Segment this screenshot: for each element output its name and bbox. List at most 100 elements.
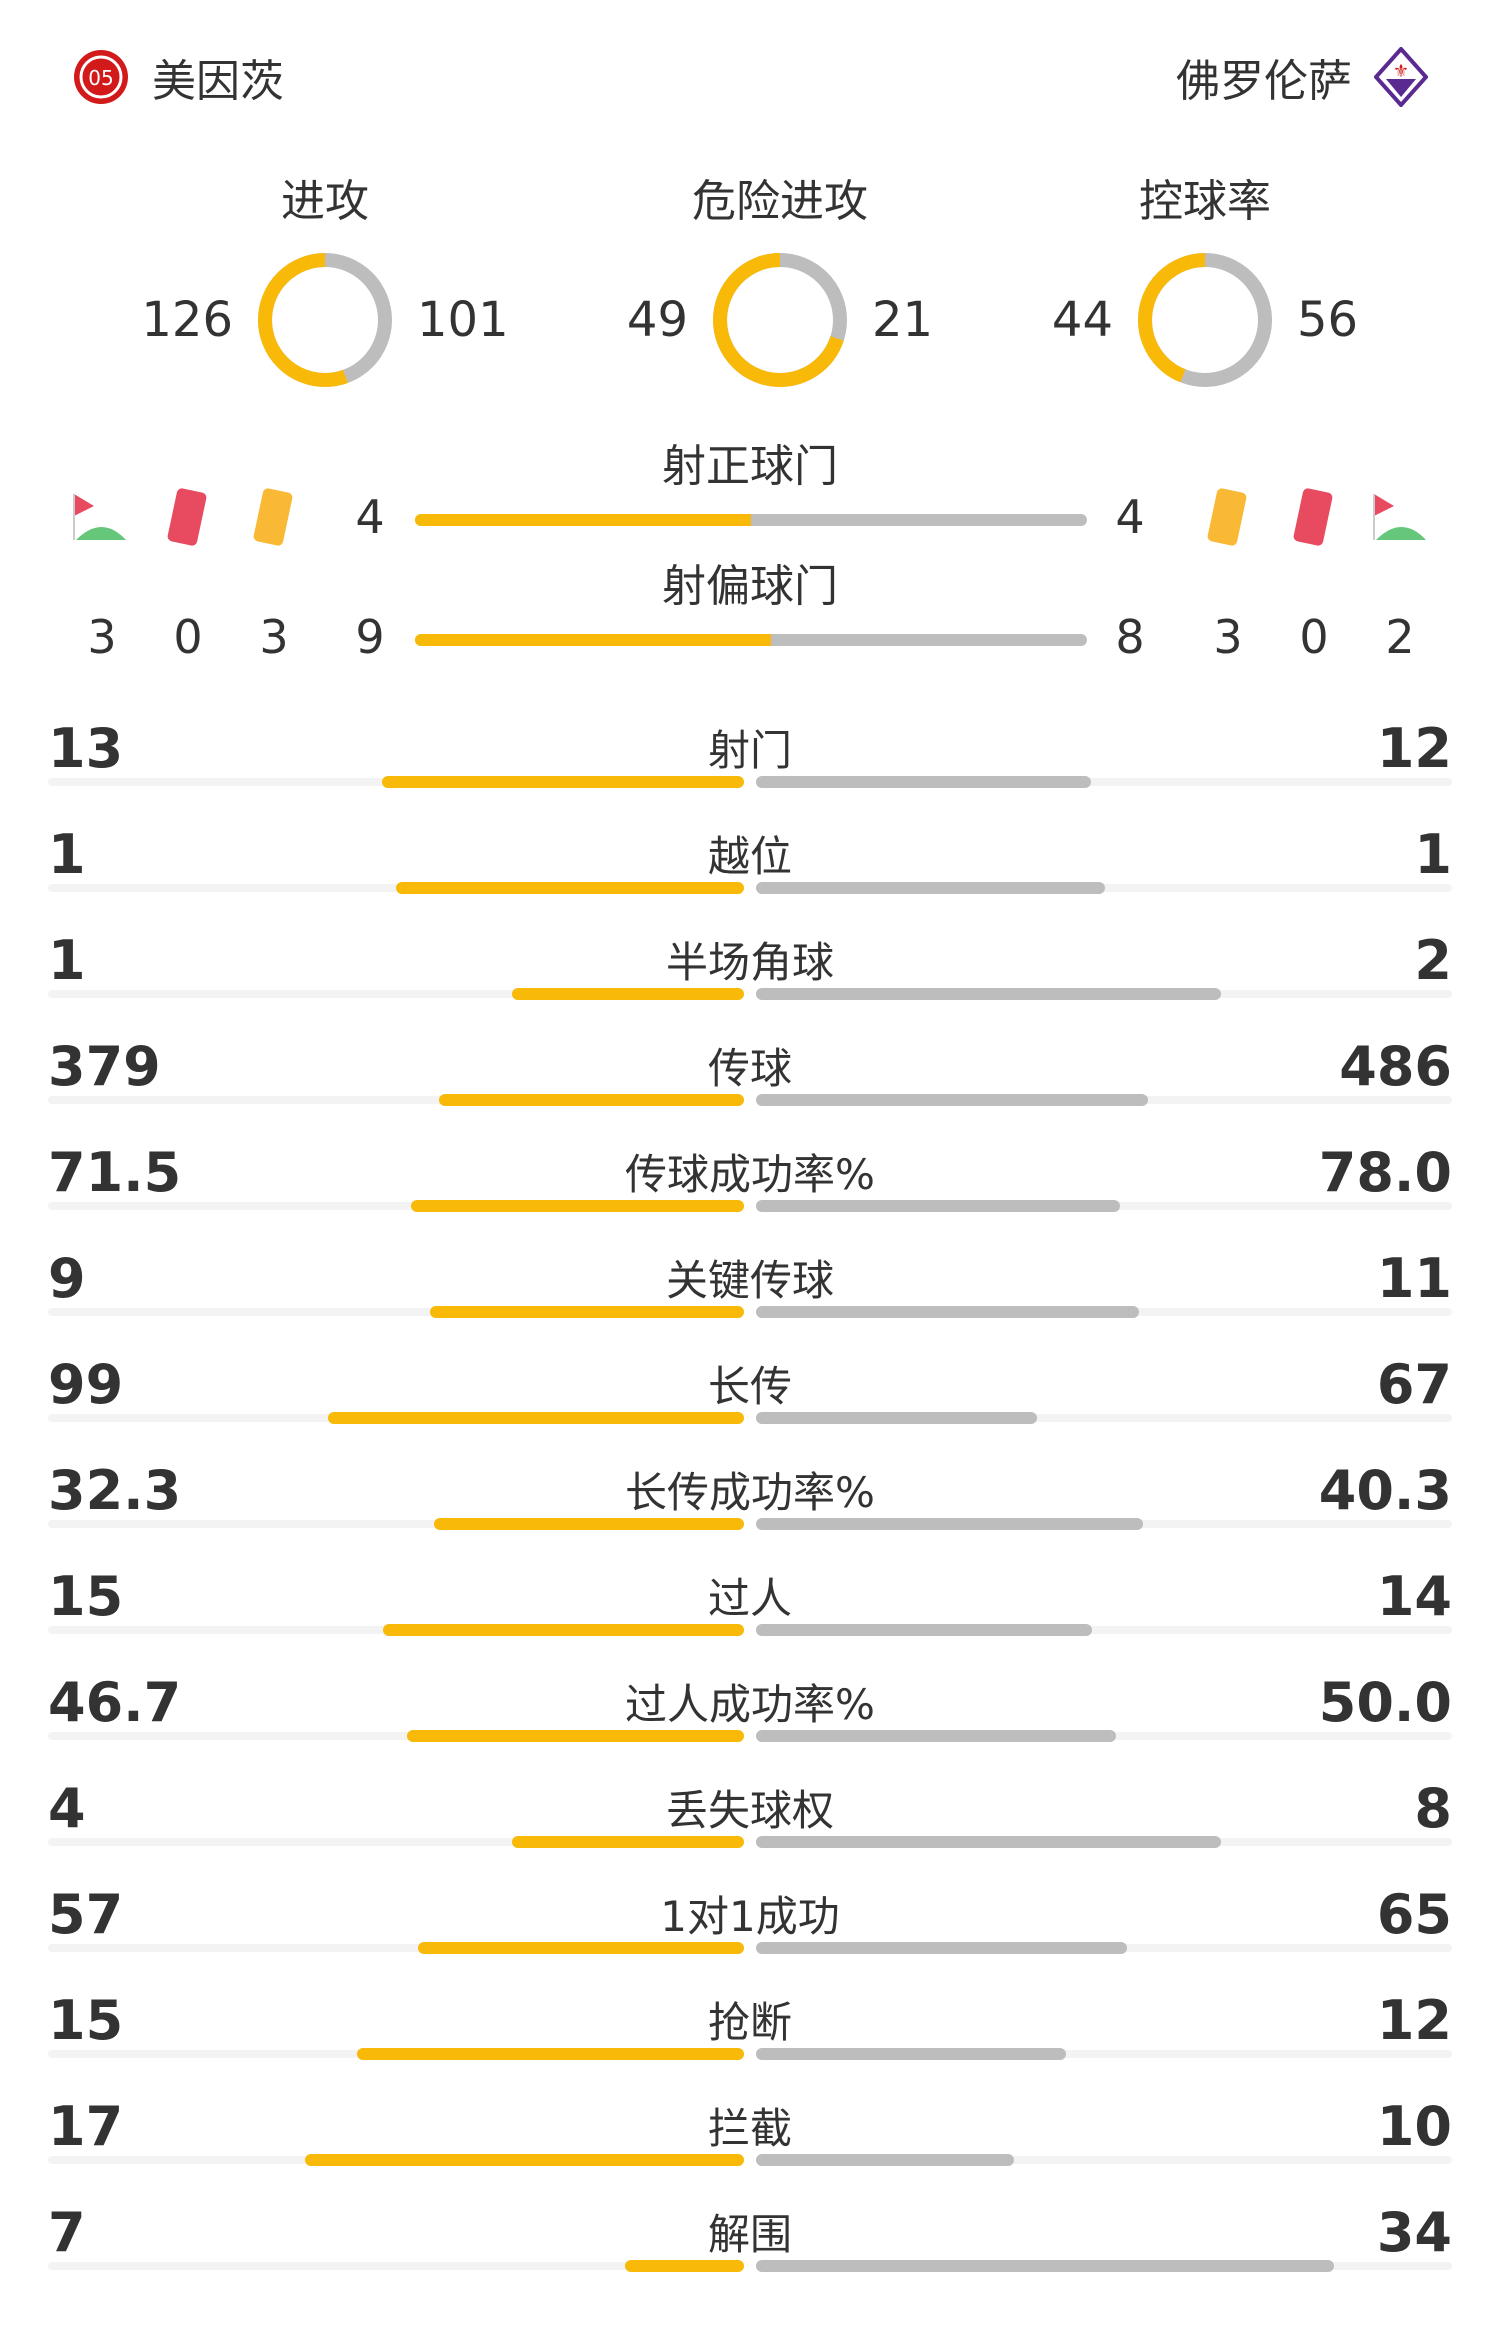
stat-name: 传球 — [707, 1044, 792, 1093]
stat-row: 1 半场角球 2 — [48, 924, 1452, 1030]
donut-2: 控球率 44 56 — [955, 165, 1455, 390]
home-value: 71.5 — [48, 1141, 182, 1204]
stat-name: 丢失球权 — [665, 1786, 834, 1835]
home-bar — [430, 1306, 744, 1318]
stat-name: 长传成功率% — [625, 1468, 875, 1517]
donut-title: 进攻 — [281, 176, 369, 227]
away-value: 2 — [1414, 929, 1452, 992]
stat-name: 越位 — [707, 832, 792, 881]
stat-row: 9 关键传球 11 — [48, 1242, 1452, 1348]
away-bar-track — [756, 1414, 1452, 1422]
stat-row: 15 过人 14 — [48, 1560, 1452, 1666]
home-team[interactable]: 05 美因茨 — [72, 45, 284, 109]
home-bar-track — [48, 1944, 744, 1952]
stat-row: 71.5 传球成功率% 78.0 — [48, 1136, 1452, 1242]
stat-name: 1对1成功 — [660, 1892, 840, 1941]
away-bar — [756, 1624, 1093, 1636]
away-bar — [756, 988, 1221, 1000]
away-team[interactable]: 佛罗伦萨 ⚜ — [1176, 45, 1428, 109]
home-bar — [625, 2260, 744, 2272]
away-bar — [756, 1730, 1117, 1742]
away-bar — [756, 1306, 1140, 1318]
shots-on-target-home-fill — [415, 514, 751, 526]
away-bar — [756, 882, 1105, 894]
corner-flag-icon — [73, 494, 126, 540]
stat-name: 传球成功率% — [625, 1150, 875, 1199]
away-bar-track — [756, 2050, 1452, 2058]
away-bar — [756, 1094, 1148, 1106]
away-value: 8 — [1414, 1777, 1452, 1840]
fiorentina-logo-icon: ⚜ — [1374, 47, 1428, 107]
home-bar-track — [48, 990, 744, 998]
away-yellow-cards: 3 — [1213, 610, 1243, 664]
home-red-cards: 0 — [173, 610, 203, 664]
home-bar — [407, 1730, 744, 1742]
stat-name: 解围 — [707, 2210, 792, 2259]
home-bar — [418, 1942, 744, 1954]
donut-away-value: 21 — [872, 292, 934, 348]
away-bar — [756, 1942, 1128, 1954]
donut-title: 危险进攻 — [692, 176, 868, 227]
home-bar — [328, 1412, 744, 1424]
away-bar — [756, 2154, 1015, 2166]
away-value: 50.0 — [1318, 1671, 1452, 1734]
away-bar — [756, 776, 1091, 788]
stat-row: 1 越位 1 — [48, 818, 1452, 924]
stat-row: 17 拦截 10 — [48, 2090, 1452, 2196]
stat-name: 过人成功率% — [625, 1680, 875, 1729]
yellow-card-icon — [253, 488, 293, 546]
stat-row: 379 传球 486 — [48, 1030, 1452, 1136]
home-value: 15 — [48, 1989, 124, 2052]
stat-name: 过人 — [707, 1574, 792, 1623]
away-red-cards: 0 — [1299, 610, 1329, 664]
donut-chart — [258, 253, 392, 387]
home-bar — [433, 1518, 744, 1530]
stat-row: 7 解围 34 — [48, 2196, 1452, 2302]
stat-name: 半场角球 — [665, 938, 834, 987]
home-bar — [410, 1200, 744, 1212]
donut-title: 控球率 — [1139, 176, 1271, 227]
stat-row: 46.7 过人成功率% 50.0 — [48, 1666, 1452, 1772]
away-bar — [756, 2048, 1066, 2060]
donut-home-arc — [1138, 253, 1272, 387]
shots-on-target-bar — [415, 514, 1087, 526]
away-value: 34 — [1376, 2201, 1452, 2264]
home-bar-track — [48, 1308, 744, 1316]
home-value: 46.7 — [48, 1671, 182, 1734]
away-value: 14 — [1376, 1565, 1452, 1628]
donut-home-arc — [713, 253, 847, 387]
stat-row: 57 1对1成功 65 — [48, 1878, 1452, 1984]
home-bar — [356, 2048, 744, 2060]
stat-name: 抢断 — [707, 1998, 792, 2047]
away-shots-off-target: 8 — [1115, 610, 1145, 664]
away-value: 65 — [1376, 1883, 1452, 1946]
donut-chart — [713, 253, 847, 387]
svg-text:⚜: ⚜ — [1393, 61, 1409, 82]
home-bar-track — [48, 1520, 744, 1528]
home-value: 32.3 — [48, 1459, 182, 1522]
stat-row: 32.3 长传成功率% 40.3 — [48, 1454, 1452, 1560]
shots-off-target-home-fill — [415, 634, 771, 646]
away-value: 12 — [1376, 1989, 1452, 2052]
stat-name: 拦截 — [707, 2104, 792, 2153]
home-value: 1 — [48, 823, 86, 886]
stat-name: 射门 — [707, 726, 792, 775]
away-bar — [756, 1836, 1221, 1848]
away-bar-track — [756, 1626, 1452, 1634]
donut-away-value: 56 — [1297, 292, 1359, 348]
home-bar — [511, 1836, 744, 1848]
home-value: 17 — [48, 2095, 124, 2158]
home-bar — [395, 882, 744, 894]
donut-1: 危险进攻 49 21 — [530, 165, 1030, 390]
home-value: 7 — [48, 2201, 86, 2264]
away-bar — [756, 2260, 1334, 2272]
home-value: 1 — [48, 929, 86, 992]
donut-home-value: 126 — [141, 292, 233, 348]
away-bar-track — [756, 2156, 1452, 2164]
donut-chart — [1138, 253, 1272, 387]
away-value: 12 — [1376, 717, 1452, 780]
stat-name: 关键传球 — [665, 1256, 834, 1305]
home-value: 379 — [48, 1035, 161, 1098]
away-bar — [756, 1412, 1038, 1424]
red-card-icon — [1293, 488, 1333, 546]
